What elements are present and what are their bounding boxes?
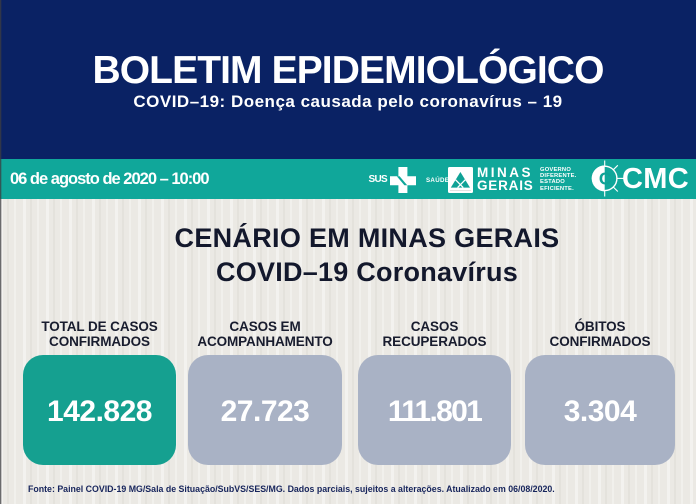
svg-text:C: C [599,169,612,189]
